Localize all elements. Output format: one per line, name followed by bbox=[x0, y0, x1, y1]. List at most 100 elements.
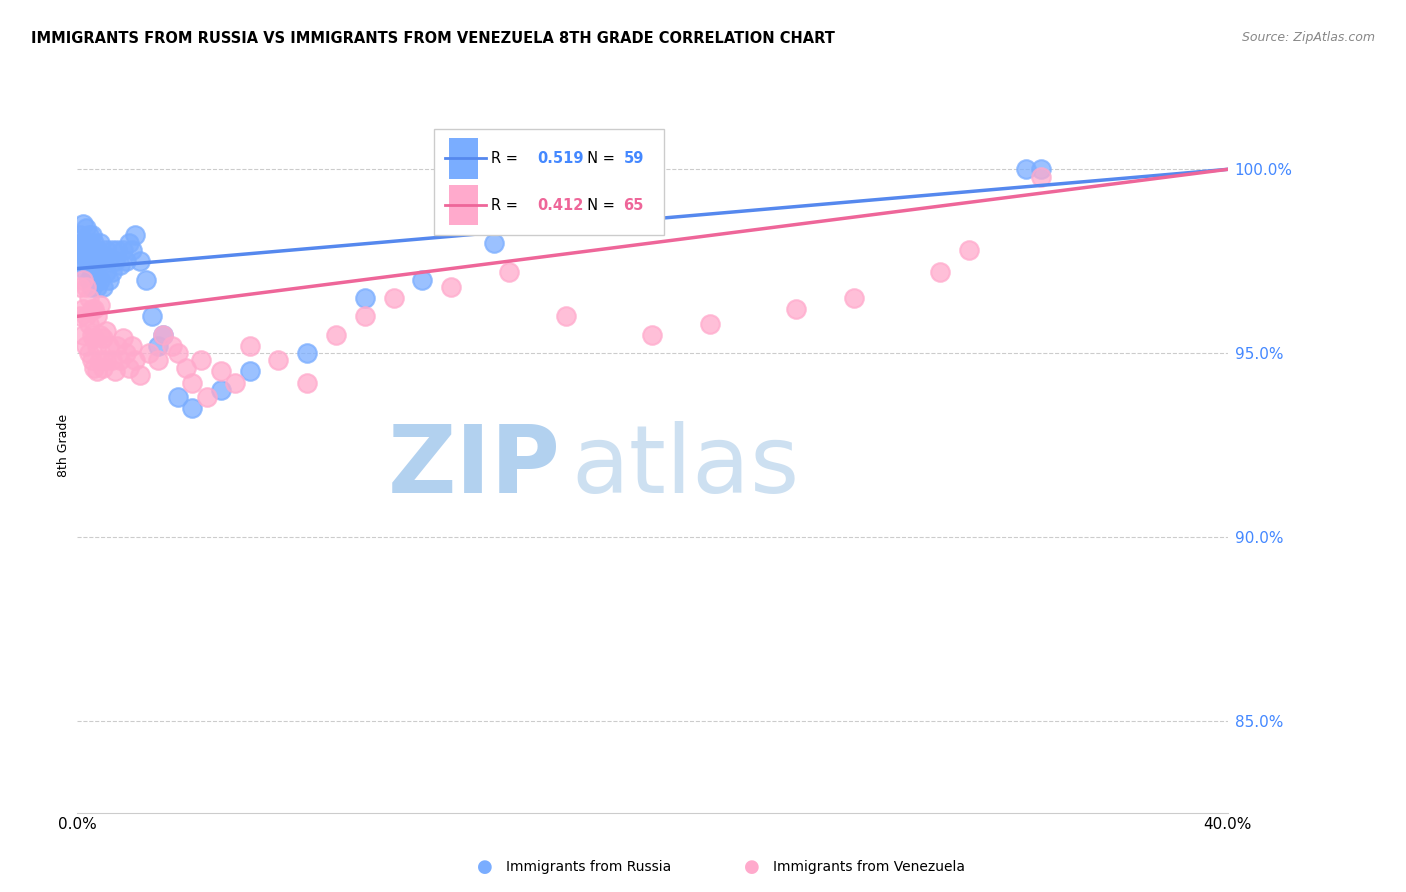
Point bbox=[80, 353, 103, 368]
Point bbox=[110, 353, 132, 368]
Point bbox=[86, 364, 108, 378]
Point bbox=[121, 339, 143, 353]
Text: 0.519: 0.519 bbox=[537, 152, 583, 167]
Point bbox=[239, 339, 262, 353]
Point bbox=[382, 291, 405, 305]
Point bbox=[146, 339, 169, 353]
Point bbox=[1029, 169, 1052, 184]
Point bbox=[77, 243, 100, 257]
Point bbox=[209, 383, 232, 397]
Point bbox=[94, 265, 117, 279]
Point bbox=[91, 360, 114, 375]
Point bbox=[105, 339, 128, 353]
Point bbox=[75, 221, 97, 235]
Point bbox=[86, 339, 108, 353]
Text: N =: N = bbox=[578, 198, 619, 213]
Point bbox=[124, 228, 146, 243]
Y-axis label: 8th Grade: 8th Grade bbox=[58, 413, 70, 476]
Point bbox=[166, 346, 188, 360]
Point bbox=[80, 228, 103, 243]
Point bbox=[224, 376, 246, 390]
Point bbox=[86, 280, 108, 294]
Point bbox=[842, 291, 865, 305]
Point bbox=[121, 243, 143, 257]
Point bbox=[69, 228, 91, 243]
Point bbox=[297, 376, 319, 390]
Point bbox=[112, 331, 135, 345]
Point bbox=[91, 331, 114, 345]
Point bbox=[75, 339, 97, 353]
Point bbox=[152, 327, 174, 342]
Point bbox=[83, 272, 105, 286]
Point bbox=[190, 353, 212, 368]
Point bbox=[129, 254, 152, 268]
Text: 0.412: 0.412 bbox=[537, 198, 583, 213]
Point bbox=[482, 235, 505, 250]
Point bbox=[152, 327, 174, 342]
Point bbox=[86, 310, 108, 324]
Text: Immigrants from Russia: Immigrants from Russia bbox=[506, 860, 672, 874]
Point bbox=[80, 301, 103, 316]
Point bbox=[67, 254, 90, 268]
Point bbox=[72, 272, 94, 286]
Point bbox=[118, 235, 141, 250]
Point bbox=[239, 364, 262, 378]
Point bbox=[110, 258, 132, 272]
Point bbox=[124, 353, 146, 368]
Point bbox=[929, 265, 952, 279]
Point bbox=[97, 272, 120, 286]
Point bbox=[785, 301, 807, 316]
Point bbox=[75, 265, 97, 279]
Point bbox=[181, 401, 204, 416]
Point bbox=[77, 346, 100, 360]
Text: ZIP: ZIP bbox=[388, 421, 561, 513]
Point bbox=[97, 251, 120, 265]
Point bbox=[94, 324, 117, 338]
Point bbox=[1015, 162, 1038, 177]
Point bbox=[97, 339, 120, 353]
Point bbox=[89, 272, 111, 286]
Point bbox=[115, 346, 138, 360]
Point bbox=[83, 301, 105, 316]
Point bbox=[166, 390, 188, 404]
Point bbox=[103, 364, 125, 378]
Point bbox=[440, 280, 463, 294]
Point bbox=[77, 317, 100, 331]
Text: 59: 59 bbox=[624, 152, 644, 167]
Point bbox=[103, 254, 125, 268]
Point bbox=[83, 235, 105, 250]
FancyBboxPatch shape bbox=[434, 129, 664, 235]
Point bbox=[80, 265, 103, 279]
Point bbox=[75, 280, 97, 294]
Point bbox=[181, 376, 204, 390]
Point bbox=[105, 243, 128, 257]
Point bbox=[89, 327, 111, 342]
Point bbox=[77, 228, 100, 243]
Point bbox=[80, 280, 103, 294]
Point bbox=[89, 298, 111, 312]
FancyBboxPatch shape bbox=[449, 138, 478, 178]
Point bbox=[72, 218, 94, 232]
Point bbox=[72, 235, 94, 250]
Point bbox=[94, 243, 117, 257]
Point bbox=[80, 327, 103, 342]
Point bbox=[176, 360, 198, 375]
Text: ●: ● bbox=[477, 858, 494, 876]
Point bbox=[72, 327, 94, 342]
Point bbox=[89, 353, 111, 368]
Point bbox=[69, 235, 91, 250]
Point bbox=[112, 243, 135, 257]
Point bbox=[89, 235, 111, 250]
Point bbox=[100, 353, 122, 368]
Point bbox=[160, 339, 183, 353]
Point bbox=[1029, 162, 1052, 177]
Point bbox=[411, 272, 433, 286]
Point bbox=[209, 364, 232, 378]
Text: ●: ● bbox=[744, 858, 761, 876]
Text: Immigrants from Venezuela: Immigrants from Venezuela bbox=[773, 860, 966, 874]
Point bbox=[353, 310, 375, 324]
Text: R =: R = bbox=[491, 198, 523, 213]
Text: Source: ZipAtlas.com: Source: ZipAtlas.com bbox=[1241, 31, 1375, 45]
Point bbox=[129, 368, 152, 383]
Point bbox=[146, 353, 169, 368]
